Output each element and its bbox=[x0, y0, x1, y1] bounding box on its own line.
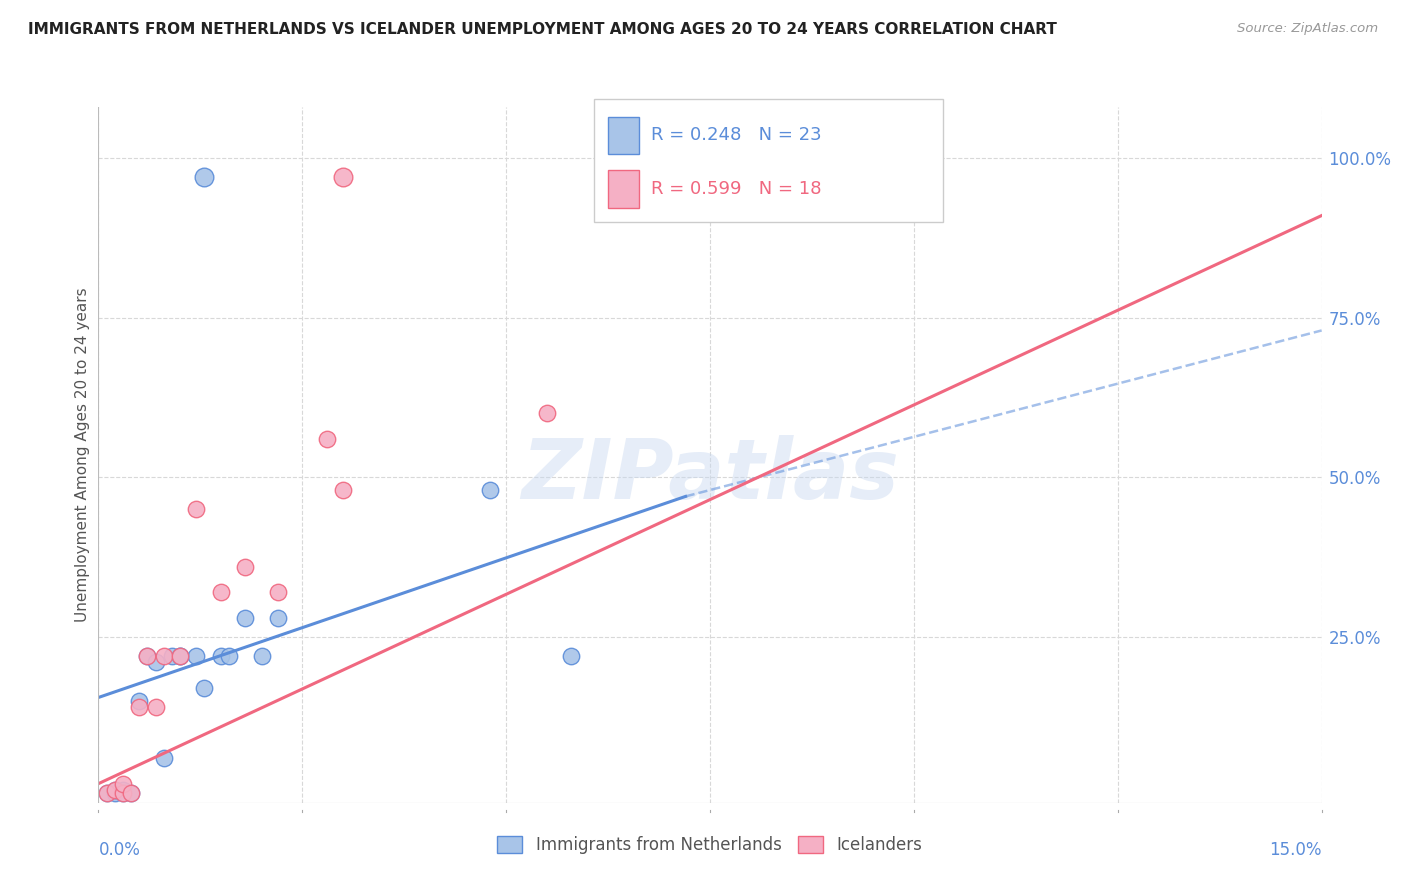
Text: 15.0%: 15.0% bbox=[1270, 841, 1322, 859]
Point bbox=[169, 648, 191, 663]
Point bbox=[145, 700, 167, 714]
Point bbox=[120, 786, 142, 800]
Point bbox=[536, 406, 558, 420]
Point bbox=[478, 483, 501, 497]
Point bbox=[332, 170, 354, 185]
Point bbox=[209, 585, 232, 599]
Point bbox=[218, 648, 240, 663]
Point bbox=[233, 610, 256, 624]
Point bbox=[169, 648, 191, 663]
Point bbox=[675, 170, 697, 185]
Point bbox=[136, 648, 159, 663]
Text: ZIPatlas: ZIPatlas bbox=[522, 435, 898, 516]
Point bbox=[96, 786, 118, 800]
Point bbox=[209, 648, 232, 663]
Point bbox=[145, 656, 167, 670]
Point bbox=[641, 170, 664, 185]
Text: R = 0.248   N = 23: R = 0.248 N = 23 bbox=[651, 126, 821, 144]
Point bbox=[160, 648, 183, 663]
Point bbox=[111, 783, 134, 797]
Point bbox=[233, 559, 256, 574]
Point bbox=[332, 483, 354, 497]
Y-axis label: Unemployment Among Ages 20 to 24 years: Unemployment Among Ages 20 to 24 years bbox=[75, 287, 90, 623]
Point bbox=[120, 786, 142, 800]
Text: 0.0%: 0.0% bbox=[98, 841, 141, 859]
Point bbox=[111, 786, 134, 800]
Point bbox=[136, 648, 159, 663]
Point bbox=[152, 751, 174, 765]
Point bbox=[111, 786, 134, 800]
Point bbox=[128, 700, 150, 714]
Point bbox=[152, 648, 174, 663]
Point bbox=[267, 585, 290, 599]
Point bbox=[186, 502, 208, 516]
Legend: Immigrants from Netherlands, Icelanders: Immigrants from Netherlands, Icelanders bbox=[491, 829, 929, 861]
Point bbox=[169, 648, 191, 663]
Text: IMMIGRANTS FROM NETHERLANDS VS ICELANDER UNEMPLOYMENT AMONG AGES 20 TO 24 YEARS : IMMIGRANTS FROM NETHERLANDS VS ICELANDER… bbox=[28, 22, 1057, 37]
Point bbox=[250, 648, 273, 663]
Text: R = 0.599   N = 18: R = 0.599 N = 18 bbox=[651, 180, 821, 198]
Text: Source: ZipAtlas.com: Source: ZipAtlas.com bbox=[1237, 22, 1378, 36]
Point bbox=[128, 694, 150, 708]
Point bbox=[186, 648, 208, 663]
Point bbox=[193, 170, 215, 185]
Point bbox=[193, 681, 215, 695]
Point bbox=[267, 610, 290, 624]
Point bbox=[315, 432, 337, 446]
Point bbox=[104, 783, 127, 797]
Point bbox=[111, 777, 134, 791]
Point bbox=[560, 648, 582, 663]
Point bbox=[104, 783, 127, 797]
Point bbox=[96, 786, 118, 800]
Point bbox=[104, 786, 127, 800]
